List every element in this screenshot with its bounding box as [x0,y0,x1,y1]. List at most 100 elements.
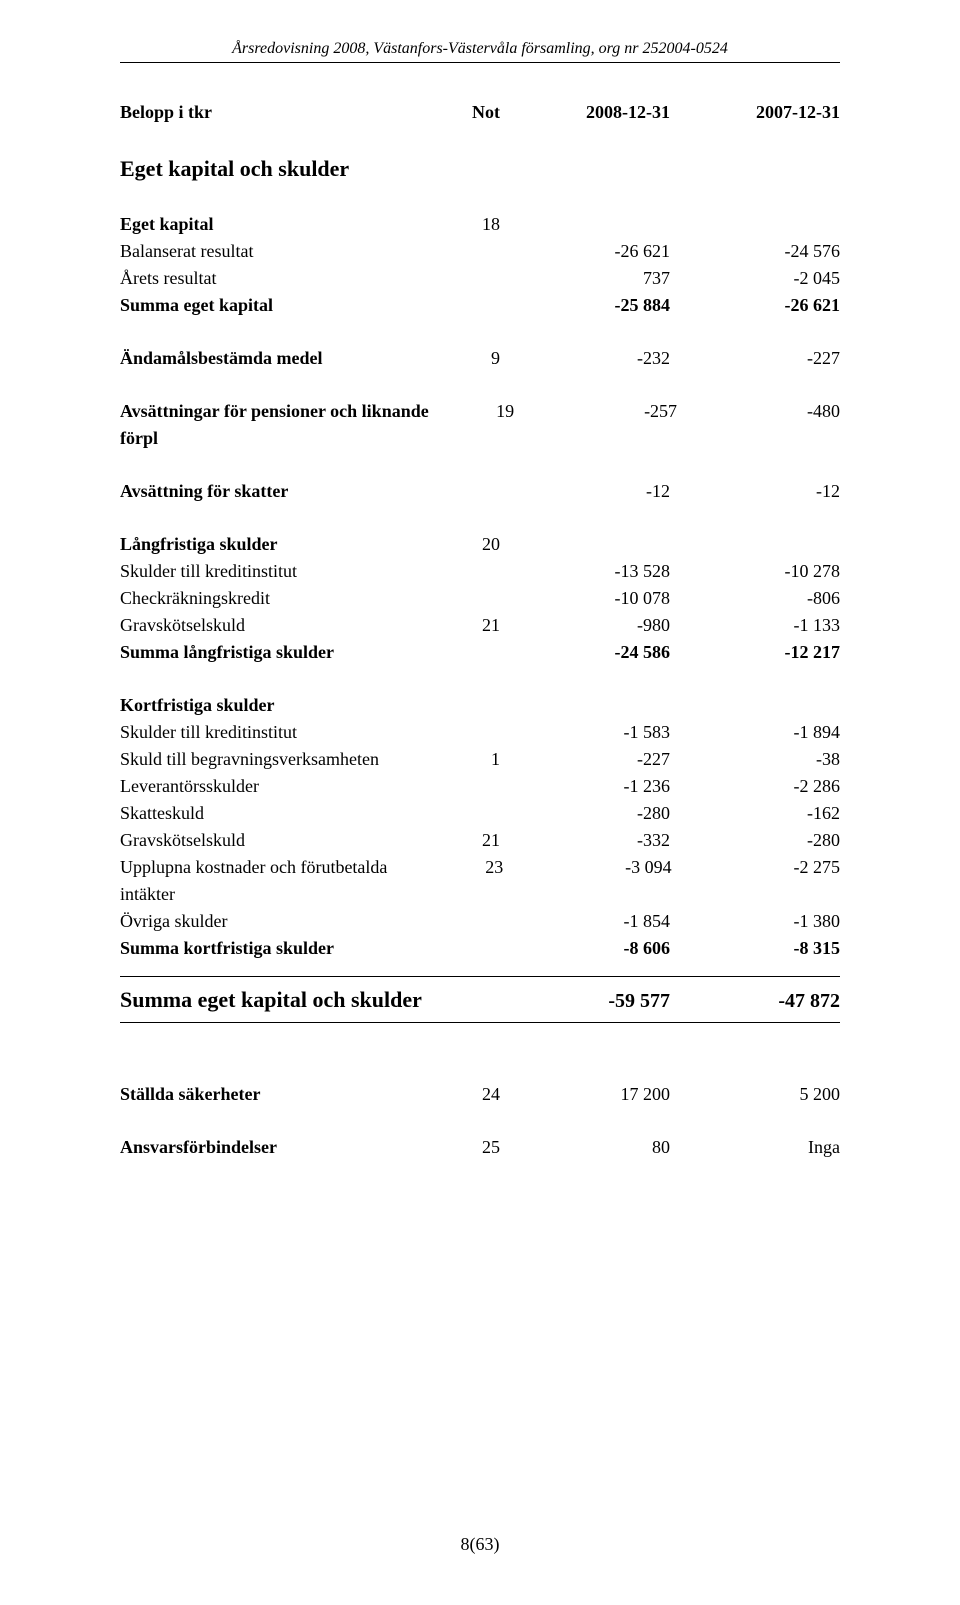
sum-row-kortfristiga: Summa kortfristiga skulder -8 606 -8 315 [120,935,840,962]
subsection-label: Långfristiga skulder [120,531,440,558]
row-label: Avsättningar för pensioner och liknande … [120,398,457,452]
row-label: Balanserat resultat [120,238,440,265]
sum-label: Summa långfristiga skulder [120,639,440,666]
row-y1: -980 [500,612,670,639]
col-not-header: Not [440,99,500,126]
row-not: 1 [440,746,500,773]
row-y1: 17 200 [500,1081,670,1108]
row-y1: -12 [500,478,670,505]
header-rule [120,62,840,63]
row-label: Ansvarsförbindelser [120,1134,440,1161]
table-row: Skuld till begravningsverksamheten 1 -22… [120,746,840,773]
row-y2: -2 275 [672,854,840,881]
row-y2: -806 [670,585,840,612]
row-label: Gravskötselskuld [120,612,440,639]
row-y2: -38 [670,746,840,773]
table-row: Skulder till kreditinstitut -1 583 -1 89… [120,719,840,746]
row-y2: -227 [670,345,840,372]
sum-y1: -25 884 [500,292,670,319]
sum-row-eget-kapital: Summa eget kapital -25 884 -26 621 [120,292,840,319]
subsection-langfristiga: Långfristiga skulder 20 [120,531,840,558]
subsection-not: 20 [440,531,500,558]
row-y1: -280 [500,800,670,827]
row-y2: -10 278 [670,558,840,585]
row-y1: -3 094 [503,854,671,881]
sum-y1: -24 586 [500,639,670,666]
subsection-label: Kortfristiga skulder [120,692,440,719]
section-title-eget-kapital-skulder: Eget kapital och skulder [120,152,840,185]
row-y1: -13 528 [500,558,670,585]
page: Årsredovisning 2008, Västanfors-Västervå… [0,0,960,1605]
subsection-eget-kapital: Eget kapital 18 [120,211,840,238]
table-row: Leverantörsskulder -1 236 -2 286 [120,773,840,800]
row-y1: -1 236 [500,773,670,800]
sum-y2: -26 621 [670,292,840,319]
row-label: Skulder till kreditinstitut [120,719,440,746]
sum-y1: -8 606 [500,935,670,962]
sum-y2: -12 217 [670,639,840,666]
row-label: Ändamålsbestämda medel [120,345,440,372]
row-y1: 80 [500,1134,670,1161]
col-year1-header: 2008-12-31 [500,99,670,126]
total-sum-y1: -59 577 [500,986,670,1016]
row-y2: Inga [670,1134,840,1161]
col-year2-header: 2007-12-31 [670,99,840,126]
row-y1: -257 [514,398,677,425]
row-y1: -1 583 [500,719,670,746]
row-y1: -227 [500,746,670,773]
row-y2: 5 200 [670,1081,840,1108]
row-y2: -162 [670,800,840,827]
row-label: Avsättning för skatter [120,478,440,505]
row-y2: -2 045 [670,265,840,292]
row-y1: -26 621 [500,238,670,265]
row-ansvarsforbindelser: Ansvarsförbindelser 25 80 Inga [120,1134,840,1161]
row-y2: -480 [677,398,840,425]
row-label: Upplupna kostnader och förutbetalda intä… [120,854,444,908]
row-not: 21 [440,827,500,854]
row-label: Gravskötselskuld [120,827,440,854]
total-rule-bottom [120,1022,840,1023]
page-number: 8(63) [0,1534,960,1555]
table-row: Skulder till kreditinstitut -13 528 -10 … [120,558,840,585]
table-row: Övriga skulder -1 854 -1 380 [120,908,840,935]
table-row: Balanserat resultat -26 621 -24 576 [120,238,840,265]
section-title-text: Eget kapital och skulder [120,152,840,185]
row-y1: -1 854 [500,908,670,935]
total-sum-row: Summa eget kapital och skulder -59 577 -… [120,983,840,1016]
sum-y2: -8 315 [670,935,840,962]
row-y1: -10 078 [500,585,670,612]
subsection-label: Eget kapital [120,211,440,238]
row-y1: -232 [500,345,670,372]
table-row: Årets resultat 737 -2 045 [120,265,840,292]
row-not: 24 [440,1081,500,1108]
document-header: Årsredovisning 2008, Västanfors-Västervå… [120,40,840,58]
row-label: Skatteskuld [120,800,440,827]
total-sum-y2: -47 872 [670,986,840,1016]
row-avsattning-pension: Avsättningar för pensioner och liknande … [120,398,840,452]
row-label: Årets resultat [120,265,440,292]
row-not: 21 [440,612,500,639]
sum-row-langfristiga: Summa långfristiga skulder -24 586 -12 2… [120,639,840,666]
table-row: Checkräkningskredit -10 078 -806 [120,585,840,612]
row-y2: -12 [670,478,840,505]
subsection-not: 18 [440,211,500,238]
table-row: Gravskötselskuld 21 -332 -280 [120,827,840,854]
col-label-header: Belopp i tkr [120,99,440,126]
table-row: Skatteskuld -280 -162 [120,800,840,827]
row-label: Ställda säkerheter [120,1081,440,1108]
row-y2: -24 576 [670,238,840,265]
total-rule-top [120,976,840,977]
subsection-kortfristiga: Kortfristiga skulder [120,692,840,719]
row-andamal: Ändamålsbestämda medel 9 -232 -227 [120,345,840,372]
row-y1: 737 [500,265,670,292]
total-sum-label: Summa eget kapital och skulder [120,983,440,1016]
row-avsattning-skatt: Avsättning för skatter -12 -12 [120,478,840,505]
sum-label: Summa kortfristiga skulder [120,935,440,962]
row-not: 19 [457,398,515,425]
table-row: Upplupna kostnader och förutbetalda intä… [120,854,840,908]
row-y2: -1 380 [670,908,840,935]
table-header: Belopp i tkr Not 2008-12-31 2007-12-31 [120,99,840,126]
row-y2: -280 [670,827,840,854]
row-not: 23 [444,854,503,881]
row-label: Skuld till begravningsverksamheten [120,746,440,773]
